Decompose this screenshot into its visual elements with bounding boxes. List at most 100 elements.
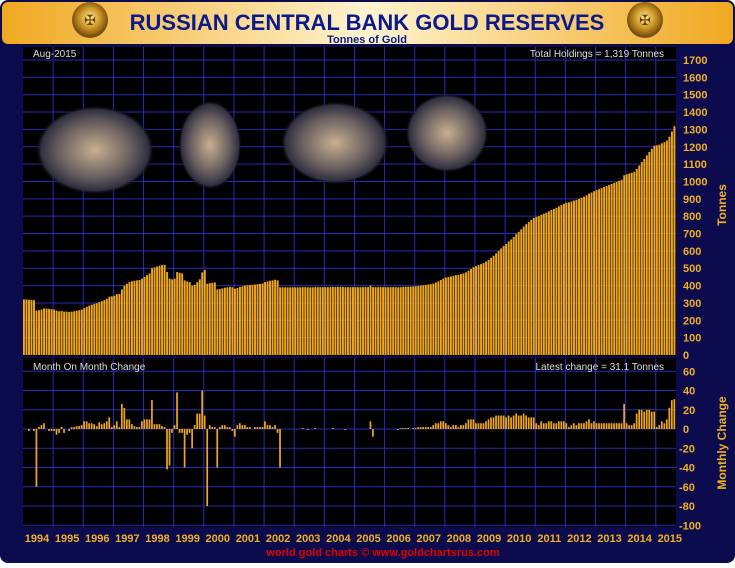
holdings-bar bbox=[196, 282, 199, 355]
change-bar bbox=[427, 427, 430, 429]
ytick-label: 500 bbox=[683, 263, 701, 275]
holdings-bar bbox=[269, 280, 272, 355]
holdings-bar bbox=[495, 253, 498, 355]
holdings-bar bbox=[181, 273, 184, 355]
change-bar bbox=[585, 421, 588, 429]
ytick-label: 1400 bbox=[683, 107, 707, 119]
change-bar bbox=[221, 425, 224, 429]
change-bar bbox=[141, 421, 143, 429]
holdings-bar bbox=[73, 311, 76, 355]
holdings-bar bbox=[480, 264, 483, 355]
change-bar bbox=[55, 429, 58, 435]
xtick-label: 2007 bbox=[416, 533, 440, 545]
change-bar bbox=[552, 423, 555, 429]
holdings-bar bbox=[613, 182, 616, 355]
holdings-bar bbox=[562, 203, 565, 355]
holdings-bar bbox=[191, 285, 194, 355]
change-bar bbox=[470, 419, 472, 429]
holdings-bar bbox=[68, 311, 71, 355]
holdings-bar bbox=[590, 192, 593, 355]
change-bar bbox=[507, 415, 510, 429]
holdings-bar bbox=[125, 283, 128, 355]
change-bar bbox=[449, 427, 452, 429]
ytick-label: -40 bbox=[679, 463, 695, 475]
change-bar bbox=[630, 425, 633, 429]
holdings-bar bbox=[490, 257, 493, 355]
ytick-label: -100 bbox=[679, 520, 701, 532]
change-bar bbox=[545, 423, 548, 429]
change-bar bbox=[560, 421, 563, 429]
holdings-bar bbox=[427, 284, 430, 355]
holdings-bar bbox=[173, 278, 176, 355]
ytick-label: 100 bbox=[683, 333, 701, 345]
holdings-bar bbox=[542, 213, 545, 355]
holdings-bar bbox=[319, 287, 322, 355]
change-bar bbox=[171, 429, 173, 433]
holdings-bar bbox=[412, 286, 415, 355]
ytick-label: 300 bbox=[683, 298, 701, 310]
holdings-bar bbox=[573, 200, 575, 355]
holdings-bar bbox=[279, 287, 282, 355]
ytick-label: 1500 bbox=[683, 90, 707, 102]
emblem-right: ✠ bbox=[627, 2, 663, 38]
change-bar bbox=[510, 417, 512, 429]
holdings-bar bbox=[663, 142, 666, 355]
holdings-bar bbox=[578, 198, 580, 355]
change-bar bbox=[437, 423, 440, 429]
holdings-bar bbox=[424, 284, 427, 355]
change-bar bbox=[600, 423, 603, 429]
change-bar bbox=[60, 427, 63, 429]
change-bar bbox=[665, 419, 668, 429]
holdings-bar bbox=[520, 229, 523, 355]
xtick-label: 2012 bbox=[567, 533, 591, 545]
holdings-bar bbox=[640, 162, 643, 355]
change-bar bbox=[475, 423, 477, 429]
change-bar bbox=[146, 419, 148, 429]
holdings-bar bbox=[575, 199, 578, 355]
photo-official-portrait bbox=[405, 93, 489, 173]
holdings-bar bbox=[349, 287, 352, 355]
holdings-bar bbox=[53, 309, 56, 355]
xtick-label: 1998 bbox=[145, 533, 169, 545]
ytick-label: 60 bbox=[683, 366, 695, 378]
photo-officials-with-gold-bars bbox=[35, 105, 155, 195]
holdings-bar bbox=[148, 273, 151, 355]
bottom-title: Month On Month Change bbox=[33, 362, 146, 373]
change-bar bbox=[266, 425, 269, 429]
holdings-bar bbox=[417, 285, 420, 355]
holdings-bar bbox=[161, 265, 164, 355]
change-bar bbox=[583, 423, 585, 429]
change-bar bbox=[236, 425, 239, 429]
holdings-bar bbox=[254, 284, 256, 355]
ytick-label: 1100 bbox=[683, 159, 707, 171]
holdings-bar bbox=[650, 148, 653, 355]
holdings-bar bbox=[352, 287, 354, 355]
change-bar bbox=[241, 425, 244, 429]
change-bar bbox=[95, 426, 98, 429]
holdings-bar bbox=[620, 179, 623, 355]
holdings-bar bbox=[103, 300, 106, 355]
holdings-bar bbox=[299, 287, 302, 355]
holdings-bar bbox=[100, 301, 103, 355]
holdings-bar bbox=[505, 243, 508, 355]
holdings-bar bbox=[193, 284, 196, 355]
change-bar bbox=[110, 427, 113, 429]
ytick-label: 0 bbox=[683, 424, 689, 436]
holdings-bar bbox=[537, 216, 540, 355]
holdings-bar bbox=[402, 286, 405, 355]
holdings-bar bbox=[645, 155, 648, 355]
change-bar bbox=[625, 423, 628, 429]
holdings-bar bbox=[550, 209, 553, 355]
change-bar bbox=[412, 428, 414, 429]
chart-subtitle: Tonnes of Gold bbox=[327, 34, 407, 46]
change-bar bbox=[203, 415, 206, 429]
change-bar bbox=[573, 423, 575, 429]
change-bar bbox=[568, 427, 570, 429]
holdings-bar bbox=[540, 214, 543, 355]
holdings-bar bbox=[454, 275, 457, 355]
change-bar bbox=[444, 423, 447, 429]
change-bar bbox=[73, 427, 75, 429]
change-bar bbox=[422, 427, 425, 429]
change-bar bbox=[48, 429, 50, 431]
